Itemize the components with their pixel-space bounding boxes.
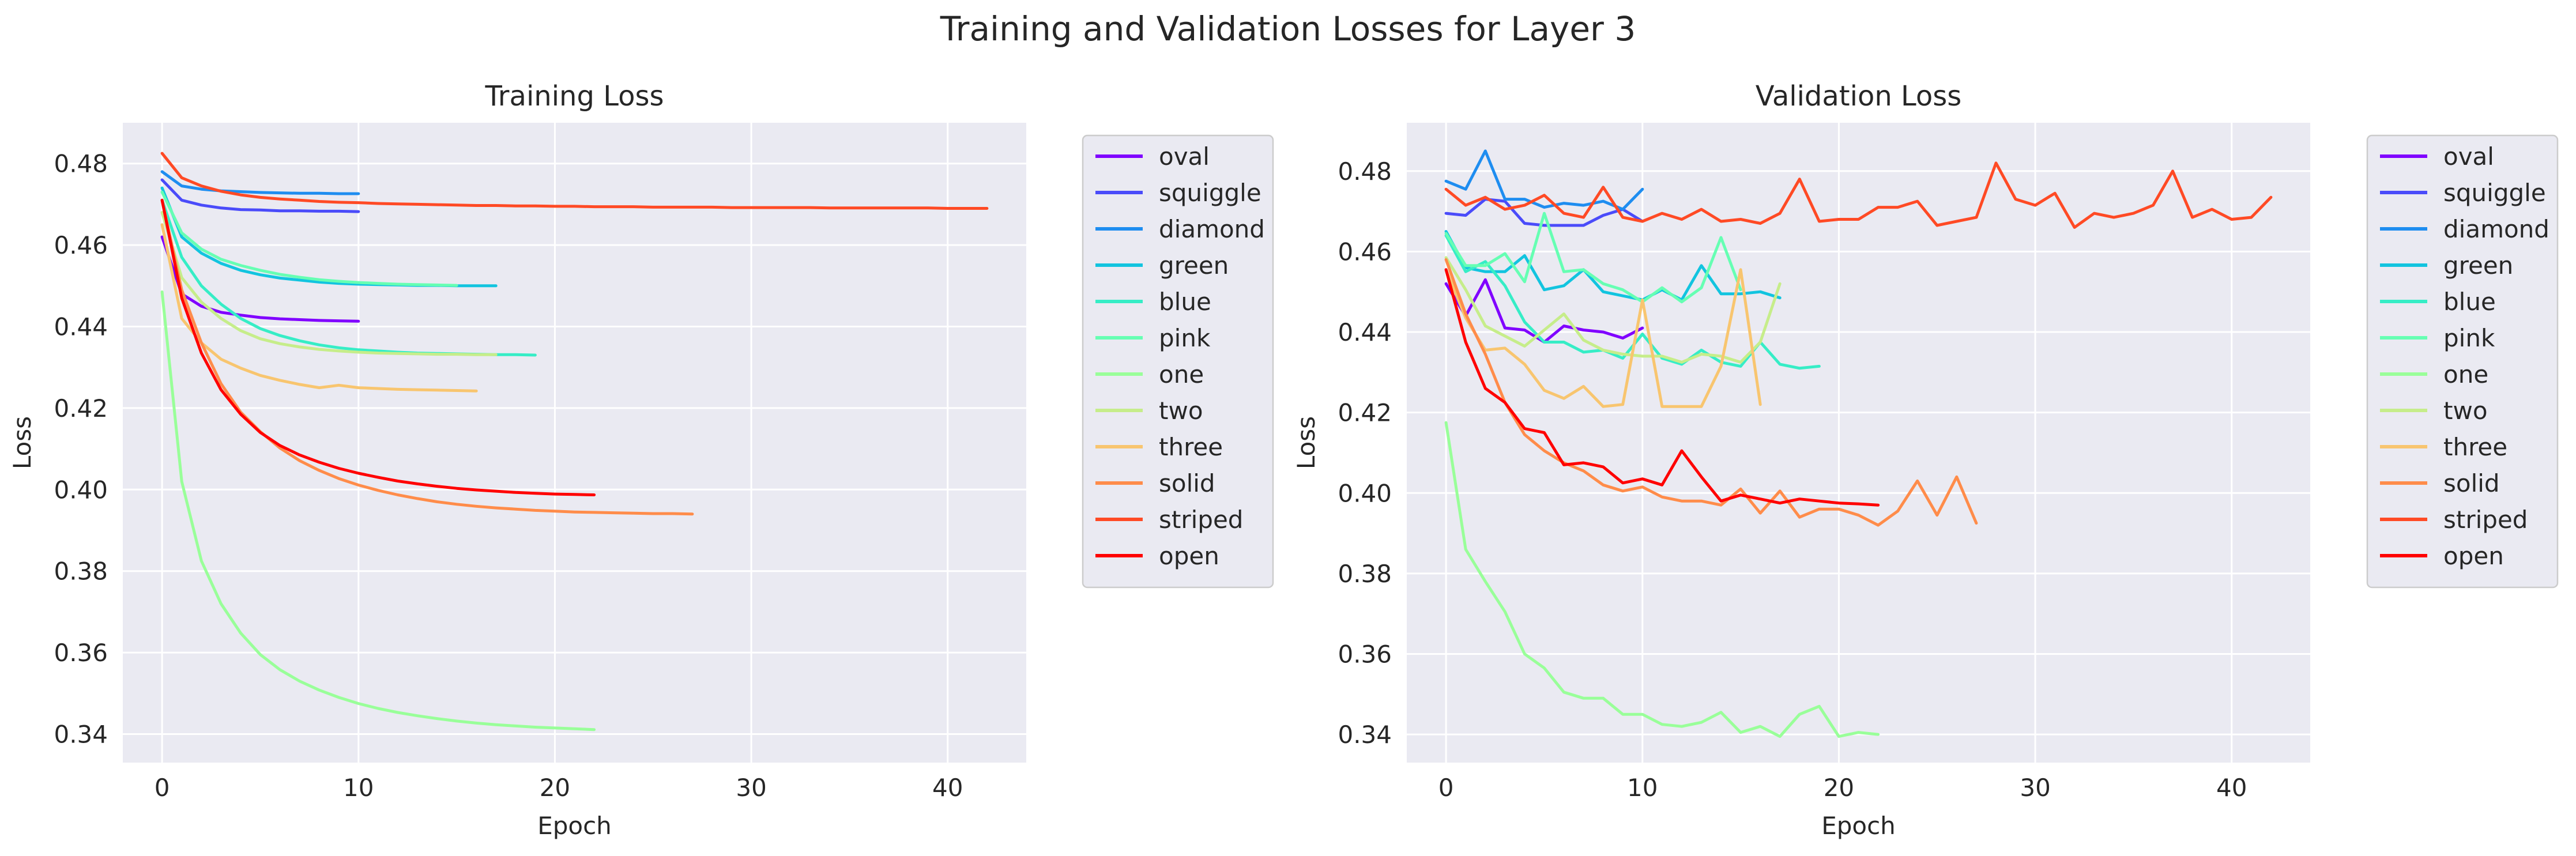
legend-label-blue: blue [2443, 288, 2496, 316]
series-line-striped [1444, 161, 2273, 229]
series-line-open [1444, 268, 1880, 507]
legend: oval squiggle diamond green blue pink one two th… [1082, 134, 1274, 589]
legend-label-diamond: diamond [1159, 215, 1265, 243]
x-tick-label: 10 [1627, 774, 1658, 802]
series-line-three [1444, 268, 1762, 408]
legend-label-striped: striped [1159, 506, 1243, 534]
x-tick-label: 20 [1824, 774, 1854, 802]
y-tick-label: 0.46 [1338, 237, 1392, 266]
x-tick-label: 10 [343, 774, 374, 802]
y-tick-label: 0.40 [54, 476, 108, 504]
series-line-diamond [160, 170, 360, 195]
series-line-open [160, 198, 596, 496]
legend-label-two: two [2443, 397, 2488, 425]
chart-panel-2: 0 10 20 30 40 0.34 0.36 0.38 0.40 0.42 0.44 0.46 0.4… [1292, 80, 2559, 840]
series-line-oval [160, 235, 360, 323]
x-tick-label: 20 [540, 774, 570, 802]
legend-label-squiggle: squiggle [2443, 179, 2546, 207]
series-line-three [160, 223, 478, 393]
series-line-diamond [1444, 149, 1644, 211]
series-lines [1444, 149, 2273, 738]
series-line-squiggle [160, 178, 360, 213]
legend-label-pink: pink [1159, 324, 1211, 352]
legend-label-green: green [1159, 251, 1229, 280]
x-tick-label: 40 [2216, 774, 2247, 802]
legend-label-three: three [2443, 433, 2507, 461]
x-tick-label: 0 [155, 774, 170, 802]
legend-label-oval: oval [1159, 142, 1210, 171]
y-tick-label: 0.44 [54, 313, 108, 341]
legend-label-oval: oval [2443, 142, 2494, 171]
legend-label-blue: blue [1159, 288, 1211, 316]
y-tick-label: 0.46 [54, 231, 108, 259]
y-tick-label: 0.34 [1338, 721, 1392, 749]
plot-area [123, 123, 1026, 763]
series-line-one [160, 290, 596, 731]
figure-title: Training and Validation Losses for Layer… [940, 9, 1636, 48]
panel-title: Training Loss [485, 80, 664, 112]
legend: oval squiggle diamond green blue pink one two th… [2366, 134, 2559, 589]
legend-label-one: one [1159, 360, 1204, 389]
x-tick-label: 30 [2020, 774, 2050, 802]
legend-label-solid: solid [2443, 469, 2500, 497]
series-line-two [160, 211, 498, 356]
x-axis-label: Epoch [1821, 812, 1896, 840]
y-axis-label: Loss [1292, 416, 1320, 469]
legend-label-one: one [2443, 360, 2488, 389]
series-line-pink [1444, 212, 1742, 304]
legend-label-striped: striped [2443, 506, 2528, 534]
legend-label-squiggle: squiggle [1159, 179, 1261, 207]
x-tick-label: 40 [932, 774, 963, 802]
legend-label-three: three [1159, 433, 1223, 461]
legend-label-two: two [1159, 397, 1203, 425]
series-line-green [1444, 230, 1782, 301]
legend-label-diamond: diamond [2443, 215, 2549, 243]
legend-label-solid: solid [1159, 469, 1215, 497]
legend-label-open: open [1159, 542, 1219, 570]
y-tick-label: 0.42 [54, 394, 108, 423]
series-line-squiggle [1444, 198, 1644, 227]
chart-panel-1: 0 10 20 30 40 0.34 0.36 0.38 0.40 0.42 0.44 0.46 0.4… [8, 80, 1274, 840]
x-tick-label: 0 [1438, 774, 1454, 802]
y-tick-label: 0.36 [1338, 640, 1392, 669]
legend-label-open: open [2443, 542, 2504, 570]
y-tick-label: 0.38 [1338, 560, 1392, 588]
x-axis-label: Epoch [537, 812, 612, 840]
series-line-pink [160, 190, 458, 287]
y-tick-label: 0.44 [1338, 318, 1392, 346]
y-axis-label: Loss [8, 416, 36, 469]
legend-label-pink: pink [2443, 324, 2495, 352]
y-tick-label: 0.48 [54, 150, 108, 178]
series-line-striped [160, 152, 989, 210]
series-lines [160, 152, 989, 731]
legend-box [1082, 134, 1274, 589]
y-tick-label: 0.48 [1338, 157, 1392, 186]
y-tick-label: 0.36 [54, 639, 108, 667]
series-line-one [1444, 421, 1880, 738]
y-tick-label: 0.42 [1338, 399, 1392, 427]
y-tick-label: 0.38 [54, 557, 108, 586]
panel-title: Validation Loss [1756, 80, 1962, 112]
series-line-solid [1444, 258, 1978, 527]
plot-area [1407, 123, 2310, 763]
y-tick-label: 0.34 [54, 721, 108, 749]
legend-label-green: green [2443, 251, 2513, 280]
y-tick-label: 0.40 [1338, 479, 1392, 507]
legend-box [2366, 134, 2559, 589]
x-tick-label: 30 [736, 774, 766, 802]
